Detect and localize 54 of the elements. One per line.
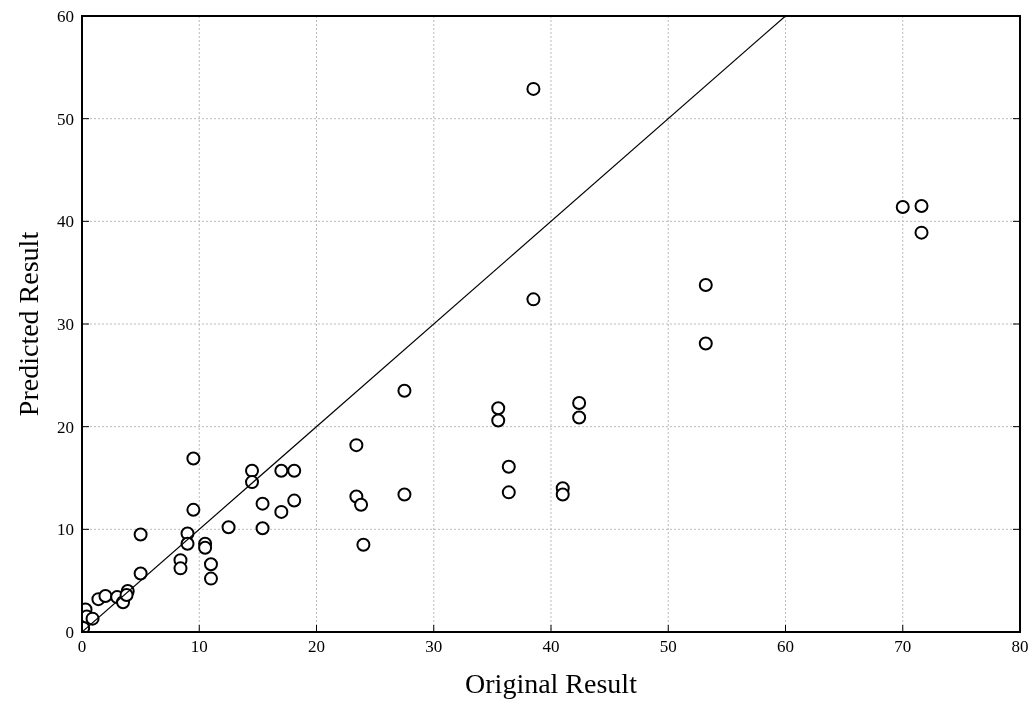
x-tick-label: 70 bbox=[894, 637, 912, 656]
y-tick-label: 40 bbox=[57, 212, 74, 232]
y-tick-label: 50 bbox=[57, 109, 74, 129]
x-tick-label: 40 bbox=[542, 637, 560, 656]
point bbox=[274, 504, 289, 519]
point bbox=[572, 396, 587, 411]
point bbox=[397, 487, 412, 502]
point bbox=[287, 463, 302, 478]
point bbox=[173, 561, 188, 576]
x-tick-label: 10 bbox=[190, 637, 208, 656]
point bbox=[698, 277, 713, 292]
point bbox=[186, 502, 201, 517]
point bbox=[572, 410, 587, 425]
point bbox=[186, 451, 201, 466]
point bbox=[198, 540, 213, 555]
point bbox=[501, 485, 516, 500]
y-axis-title: Predicted Result bbox=[13, 231, 44, 417]
x-tick-label: 20 bbox=[308, 637, 325, 656]
point bbox=[914, 198, 929, 213]
point bbox=[274, 463, 289, 478]
point bbox=[526, 292, 541, 307]
x-axis-title: Original Result bbox=[465, 668, 638, 699]
point bbox=[287, 493, 302, 508]
point bbox=[491, 401, 506, 416]
x-tick-label: 80 bbox=[1011, 637, 1029, 656]
point bbox=[354, 497, 369, 512]
point bbox=[349, 438, 364, 453]
y-tick-label: 20 bbox=[57, 417, 74, 437]
point bbox=[133, 527, 148, 542]
point bbox=[526, 81, 541, 96]
point bbox=[491, 413, 506, 428]
point bbox=[98, 589, 113, 604]
point bbox=[255, 521, 270, 536]
x-tick-label: 30 bbox=[425, 637, 443, 656]
point bbox=[203, 557, 218, 572]
point bbox=[397, 383, 412, 398]
point bbox=[895, 199, 910, 214]
point bbox=[501, 459, 516, 474]
point bbox=[914, 225, 929, 240]
point bbox=[133, 566, 148, 581]
point bbox=[698, 336, 713, 351]
point bbox=[255, 496, 270, 511]
point bbox=[203, 571, 218, 586]
point bbox=[221, 520, 236, 535]
x-tick-label: 60 bbox=[777, 637, 794, 656]
y-tick-label: 0 bbox=[65, 623, 74, 642]
x-tick-label: 0 bbox=[77, 637, 87, 656]
y-tick-label: 30 bbox=[57, 315, 74, 334]
y-tick-label: 10 bbox=[57, 520, 74, 540]
point bbox=[356, 537, 371, 552]
y-tick-label: 60 bbox=[57, 7, 74, 26]
point bbox=[555, 487, 570, 502]
point bbox=[245, 463, 260, 478]
x-tick-label: 50 bbox=[659, 637, 677, 656]
